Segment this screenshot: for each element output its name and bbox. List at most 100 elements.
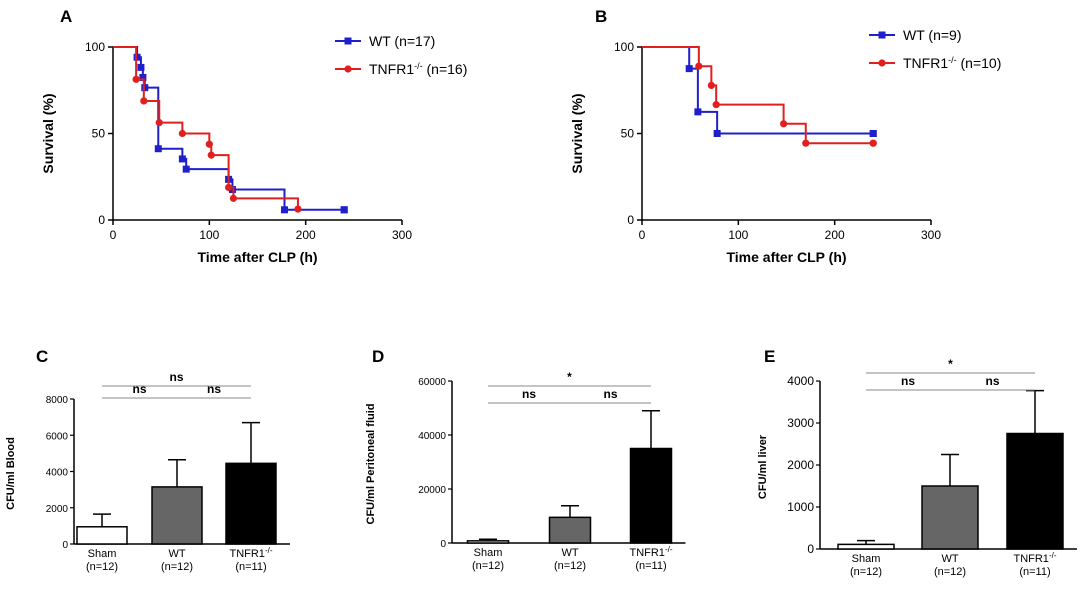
category-label-main: Sham (852, 553, 881, 565)
legend-label-main: TNFR1 (369, 61, 414, 77)
panel-a: A 0 100 200 300 0 50 100 Time after CLP (h) Survi… (40, 7, 467, 265)
legend-marker (344, 65, 352, 73)
category-label-main: WT (168, 548, 185, 560)
category-label-main: WT (561, 547, 578, 559)
data-point (140, 97, 148, 105)
data-point (712, 101, 720, 109)
legend-label: WT (n=17) (369, 33, 435, 49)
panel-label: C (36, 347, 48, 366)
bar (629, 447, 673, 544)
data-point (132, 75, 140, 83)
survival-curve (642, 46, 874, 135)
x-tick-label: 0 (639, 228, 646, 242)
category-label-sup: -/- (265, 546, 273, 555)
data-point (802, 139, 810, 147)
data-point (178, 129, 186, 138)
legend-label-main: WT (n=9) (903, 27, 961, 43)
x-tick-label: 200 (296, 228, 316, 242)
legend-label-sup: -/- (414, 61, 423, 71)
category-label-main: WT (941, 553, 958, 565)
category-label: Sham (852, 553, 881, 565)
category-label-main: TNFR1 (1013, 553, 1048, 565)
panel-label: B (595, 7, 607, 26)
data-point (178, 155, 186, 163)
x-tick-label: 300 (921, 228, 941, 242)
x-tick-label: 200 (825, 228, 845, 242)
survival-curve (642, 46, 874, 145)
significance-label: ns (985, 374, 999, 388)
category-n: (n=11) (235, 561, 266, 573)
legend-label-tail: (n=16) (423, 61, 468, 77)
y-axis-title: Survival (%) (569, 93, 585, 173)
y-tick-label: 20000 (418, 485, 446, 496)
data-point (869, 139, 877, 147)
data-point (155, 119, 163, 127)
data-point (137, 63, 145, 71)
y-tick-label: 0 (98, 213, 105, 227)
y-tick-label: 3000 (787, 416, 814, 430)
legend-label-main: WT (n=17) (369, 33, 435, 49)
category-n: (n=11) (635, 560, 666, 572)
bar (225, 462, 277, 545)
panel-b: B 0 100 200 300 0 50 100 Time after CLP (h) Survi… (569, 7, 1001, 265)
category-n: (n=11) (1019, 566, 1050, 578)
category-n: (n=12) (934, 566, 966, 578)
data-point (280, 206, 288, 214)
data-point (154, 145, 162, 153)
x-axis-title: Time after CLP (h) (197, 249, 317, 265)
y-tick-label: 4000 (787, 374, 814, 388)
legend-marker (344, 37, 352, 45)
y-tick-label: 2000 (46, 504, 69, 515)
legend-label-tail: (n=10) (957, 55, 1002, 71)
data-point (713, 130, 721, 137)
data-point (294, 205, 302, 213)
survival-curve (113, 46, 345, 211)
y-tick-label: 50 (621, 127, 635, 141)
bar (1006, 432, 1064, 550)
data-point (340, 206, 348, 214)
data-point (780, 120, 788, 128)
data-point (695, 62, 703, 70)
legend-marker (878, 59, 886, 67)
category-n: (n=12) (472, 560, 504, 572)
significance-label: ns (603, 387, 617, 401)
category-label-main: TNFR1 (629, 547, 664, 559)
category-label: WT (561, 547, 578, 559)
y-tick-label: 2000 (787, 458, 814, 472)
bar (548, 516, 592, 544)
y-tick-label: 40000 (418, 431, 446, 442)
legend-marker (878, 31, 886, 39)
significance-label: ns (132, 382, 146, 396)
category-label: WT (941, 553, 958, 565)
y-tick-label: 0 (627, 213, 634, 227)
panel-label: E (764, 347, 775, 366)
y-tick-label: 50 (92, 127, 106, 141)
y-axis-title: Survival (%) (40, 93, 56, 173)
data-point (694, 108, 702, 116)
series-0: WT (n=9) (642, 27, 961, 137)
y-tick-label: 100 (85, 40, 105, 54)
data-point (685, 65, 693, 73)
significance-label: * (948, 357, 953, 371)
significance-label: * (567, 370, 572, 384)
y-tick-label: 4000 (46, 468, 69, 479)
data-point (229, 194, 238, 202)
y-tick-label: 0 (62, 540, 68, 551)
significance-label: ns (901, 374, 915, 388)
significance-label: ns (169, 370, 183, 384)
y-tick-label: 100 (614, 40, 634, 54)
data-point (182, 165, 190, 173)
panel-label: A (60, 7, 72, 26)
category-n: (n=12) (161, 561, 193, 573)
data-point (869, 130, 877, 137)
data-point (205, 140, 213, 148)
y-tick-label: 6000 (46, 431, 69, 442)
y-axis-title: CFU/ml Blood (5, 437, 17, 510)
y-tick-label: 0 (440, 539, 446, 550)
category-n: (n=12) (850, 566, 882, 578)
bar (837, 543, 895, 550)
category-label: Sham (88, 548, 117, 560)
category-label: TNFR1-/- (229, 546, 272, 561)
